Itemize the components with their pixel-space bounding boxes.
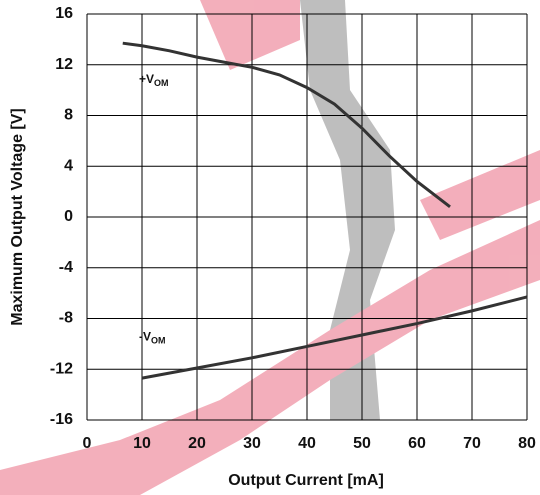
y-tick-label: -12 <box>50 360 73 377</box>
y-tick-label: 16 <box>55 5 73 22</box>
annotation-text: -V <box>139 330 151 344</box>
y-axis-title: Maximum Output Voltage [V] <box>9 108 26 325</box>
annotation: -VOM <box>139 330 166 346</box>
y-tick-label: 4 <box>64 157 73 174</box>
x-axis-title: Output Current [mA] <box>228 472 384 489</box>
series-line <box>122 41 451 209</box>
annotation-subscript: OM <box>154 78 169 88</box>
series-line <box>141 295 528 380</box>
annotation-subscript: OM <box>151 336 166 346</box>
y-tick-label: 12 <box>55 56 73 73</box>
y-tick-label: 8 <box>64 107 73 124</box>
y-tick-label: -16 <box>50 411 73 428</box>
x-tick-label: 80 <box>518 435 536 452</box>
x-tick-label: 60 <box>408 435 426 452</box>
annotation: +VOM <box>139 72 169 88</box>
x-tick-label: 70 <box>463 435 481 452</box>
x-tick-label: 10 <box>133 435 151 452</box>
x-tick-label: 40 <box>298 435 316 452</box>
y-tick-label: 0 <box>64 208 73 225</box>
x-tick-label: 0 <box>83 435 92 452</box>
x-tick-label: 30 <box>243 435 261 452</box>
annotation-text: +V <box>139 72 154 86</box>
x-tick-label: 20 <box>188 435 206 452</box>
y-tick-label: -4 <box>59 259 73 276</box>
x-tick-label: 50 <box>353 435 371 452</box>
y-tick-label: -8 <box>59 310 73 327</box>
